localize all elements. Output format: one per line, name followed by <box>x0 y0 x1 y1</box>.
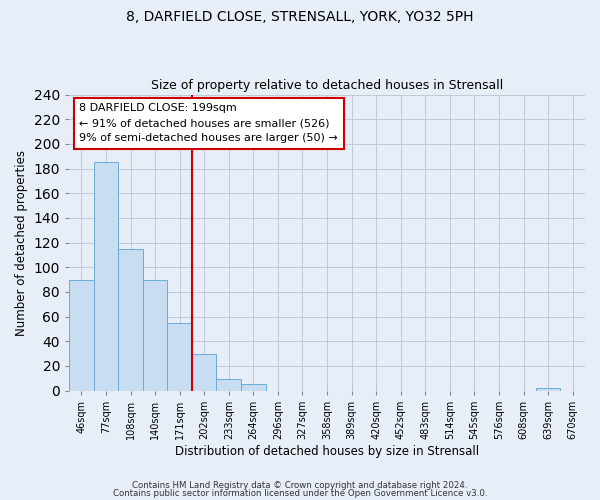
Bar <box>143 280 167 390</box>
Bar <box>69 280 94 390</box>
Bar <box>118 248 143 390</box>
Bar <box>536 388 560 390</box>
Y-axis label: Number of detached properties: Number of detached properties <box>15 150 28 336</box>
Bar <box>241 384 266 390</box>
Bar <box>192 354 217 391</box>
Title: Size of property relative to detached houses in Strensall: Size of property relative to detached ho… <box>151 79 503 92</box>
Text: 8, DARFIELD CLOSE, STRENSALL, YORK, YO32 5PH: 8, DARFIELD CLOSE, STRENSALL, YORK, YO32… <box>126 10 474 24</box>
Bar <box>94 162 118 390</box>
X-axis label: Distribution of detached houses by size in Strensall: Distribution of detached houses by size … <box>175 444 479 458</box>
Bar <box>167 322 192 390</box>
Text: 8 DARFIELD CLOSE: 199sqm
← 91% of detached houses are smaller (526)
9% of semi-d: 8 DARFIELD CLOSE: 199sqm ← 91% of detach… <box>79 104 338 143</box>
Text: Contains public sector information licensed under the Open Government Licence v3: Contains public sector information licen… <box>113 488 487 498</box>
Bar <box>217 380 241 390</box>
Text: Contains HM Land Registry data © Crown copyright and database right 2024.: Contains HM Land Registry data © Crown c… <box>132 481 468 490</box>
